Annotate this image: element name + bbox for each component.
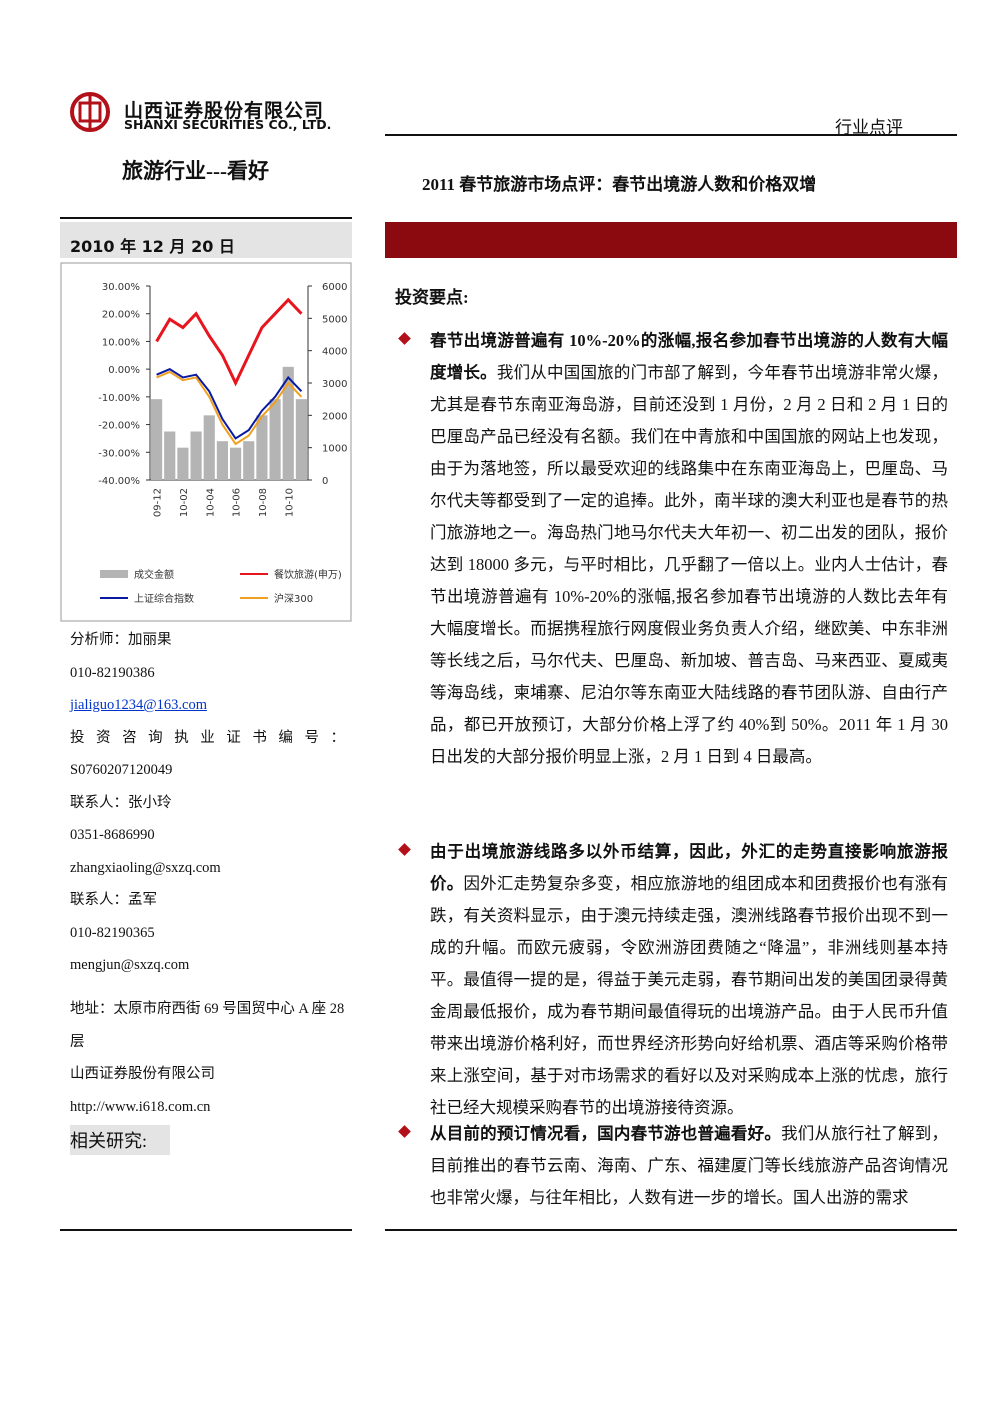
- bar: [282, 366, 294, 480]
- y2-tick-label: 4000: [322, 347, 347, 358]
- bullet: 从目前的预订情况看，国内春节游也普遍看好。我们从旅行社了解到，目前推出的春节云南…: [398, 1118, 948, 1214]
- contact-line: 0351-8686990: [70, 827, 155, 843]
- contact-line: mengjun@sxzq.com: [70, 957, 190, 973]
- legend-label: 成交金额: [134, 568, 174, 581]
- y-tick-label: 10.00%: [102, 337, 140, 348]
- y-tick-label: -30.00%: [98, 448, 140, 459]
- legend-label: 餐饮旅游(申万): [274, 568, 342, 581]
- related: 相关研究:: [70, 1125, 170, 1155]
- bar: [243, 441, 255, 480]
- bullet-text: 从目前的预订情况看，国内春节游也普遍看好。我们从旅行社了解到，目前推出的春节云南…: [430, 1118, 948, 1214]
- y2-tick-label: 2000: [322, 411, 347, 422]
- y2-tick-label: 6000: [322, 282, 347, 293]
- y-tick-label: 0.00%: [108, 365, 140, 376]
- bullet: 由于出境旅游线路多以外币结算，因此，外汇的走势直接影响旅游报价。因外汇走势复杂多…: [398, 836, 948, 1124]
- header-band: [385, 222, 957, 258]
- bullet-lead: 春节出境游普遍有 10%-20%的涨幅,报名参加春节出境游的人数有大幅度增长。: [430, 331, 948, 382]
- logo: [70, 92, 110, 132]
- title: 2011 春节旅游市场点评：春节出境游人数和价格双增: [422, 175, 817, 194]
- x-tick-label: 10-06: [232, 488, 243, 517]
- y-tick-label: -40.00%: [98, 476, 140, 487]
- bullet-icon: [398, 843, 411, 856]
- address-line: http://www.i618.com.cn: [70, 1098, 211, 1115]
- date: 2010 年 12 月 20 日: [70, 237, 235, 256]
- address: 地址：太原市府西街 69 号国贸中心 A 座 28 层山西证券股份有限公司 htt…: [70, 993, 350, 1123]
- x-tick-label: 10-10: [284, 488, 295, 517]
- contact-line: 联系人：孟军: [70, 892, 157, 908]
- legend-label: 沪深300: [274, 592, 313, 605]
- bullet-text: 由于出境旅游线路多以外币结算，因此，外汇的走势直接影响旅游报价。因外汇走势复杂多…: [430, 836, 948, 1124]
- bar: [151, 399, 163, 480]
- legend-swatch: [100, 570, 128, 578]
- contact-line: jialiguo1234@163.com: [70, 697, 207, 713]
- contact-line: 投资咨询执业证书编号：: [70, 729, 345, 746]
- report-type: 行业点评: [835, 118, 903, 137]
- contact-line: 分析师：加丽果: [70, 632, 172, 648]
- bar: [177, 447, 189, 480]
- chart-frame: [60, 262, 352, 622]
- x-tick-label: 10-04: [205, 488, 216, 517]
- bullet-body: 我们从中国国旅的门市部了解到，今年春节出境游非常火爆，尤其是春节东南亚海岛游，目…: [430, 363, 949, 766]
- contact-line: 010-82190386: [70, 664, 155, 681]
- y-tick-label: -20.00%: [98, 421, 140, 432]
- y2-tick-label: 0: [322, 476, 328, 487]
- line-series: [155, 297, 303, 387]
- bar: [216, 441, 228, 480]
- x-tick-label: 09-12: [153, 488, 164, 517]
- bullet-icon: [398, 332, 411, 345]
- bar: [256, 415, 268, 480]
- address-line: 地址：太原市府西街 69 号国贸中心 A 座 28 层: [70, 1001, 345, 1050]
- chart: 30.00% 20.00% 10.00% 0.00% -10.00% -20.00% -30…: [60, 262, 352, 622]
- contact-line: zhangxiaoling@sxzq.com: [70, 859, 221, 876]
- y-tick-label: 20.00%: [102, 310, 140, 321]
- company-cn: 山西证券股份有限公司: [124, 100, 325, 122]
- points-title: 投资要点:: [395, 288, 469, 307]
- contact-line: 010-82190365: [70, 924, 155, 941]
- bullet-body: 我们从旅行社了解到，目前推出的春节云南、海南、广东、福建厦门等长线旅游产品咨询情…: [430, 1124, 949, 1207]
- x-tick-label: 10-08: [258, 488, 269, 517]
- bar: [295, 399, 307, 480]
- bullet-icon: [398, 1125, 411, 1138]
- line-series: [156, 370, 303, 446]
- bullet-body: 因外汇走势复杂多变，相应旅游地的组团成本和团费报价也有涨有跌，有关资料显示，由于…: [430, 874, 949, 1117]
- y-tick-label: -10.00%: [98, 393, 140, 404]
- contacts: 分析师：加丽果 010-82190386 jialiguo1234@163.com 投…: [70, 624, 345, 982]
- date-band: [60, 222, 352, 258]
- y-tick-label: 30.00%: [102, 282, 140, 293]
- address-line: 山西证券股份有限公司: [70, 1066, 215, 1082]
- bullet-text: 春节出境游普遍有 10%-20%的涨幅,报名参加春节出境游的人数有大幅度增长。我…: [430, 325, 948, 773]
- bullet-lead: 由于出境旅游线路多以外币结算，因此，外汇的走势直接影响旅游报价。: [430, 842, 948, 893]
- legend-label: 上证综合指数: [134, 592, 194, 605]
- y2-tick-label: 3000: [322, 379, 347, 390]
- line-series: [156, 368, 303, 440]
- y2-tick-label: 5000: [322, 314, 347, 325]
- bar: [230, 447, 242, 480]
- company-en: SHANXI SECURITIES CO., LTD.: [124, 117, 332, 132]
- bar: [269, 399, 281, 480]
- bar: [190, 431, 202, 480]
- contact-line: S0760207120049: [70, 762, 173, 778]
- bar: [203, 415, 215, 480]
- x-tick-label: 10-02: [179, 488, 190, 517]
- bullet-lead: 从目前的预订情况看，国内春节游也普遍看好。: [430, 1124, 782, 1143]
- bullet: 春节出境游普遍有 10%-20%的涨幅,报名参加春节出境游的人数有大幅度增长。我…: [398, 325, 948, 773]
- contact-line: 联系人：张小玲: [70, 794, 172, 811]
- sector: 旅游行业---看好: [122, 159, 269, 183]
- bar: [164, 431, 176, 480]
- y2-tick-label: 1000: [322, 444, 347, 455]
